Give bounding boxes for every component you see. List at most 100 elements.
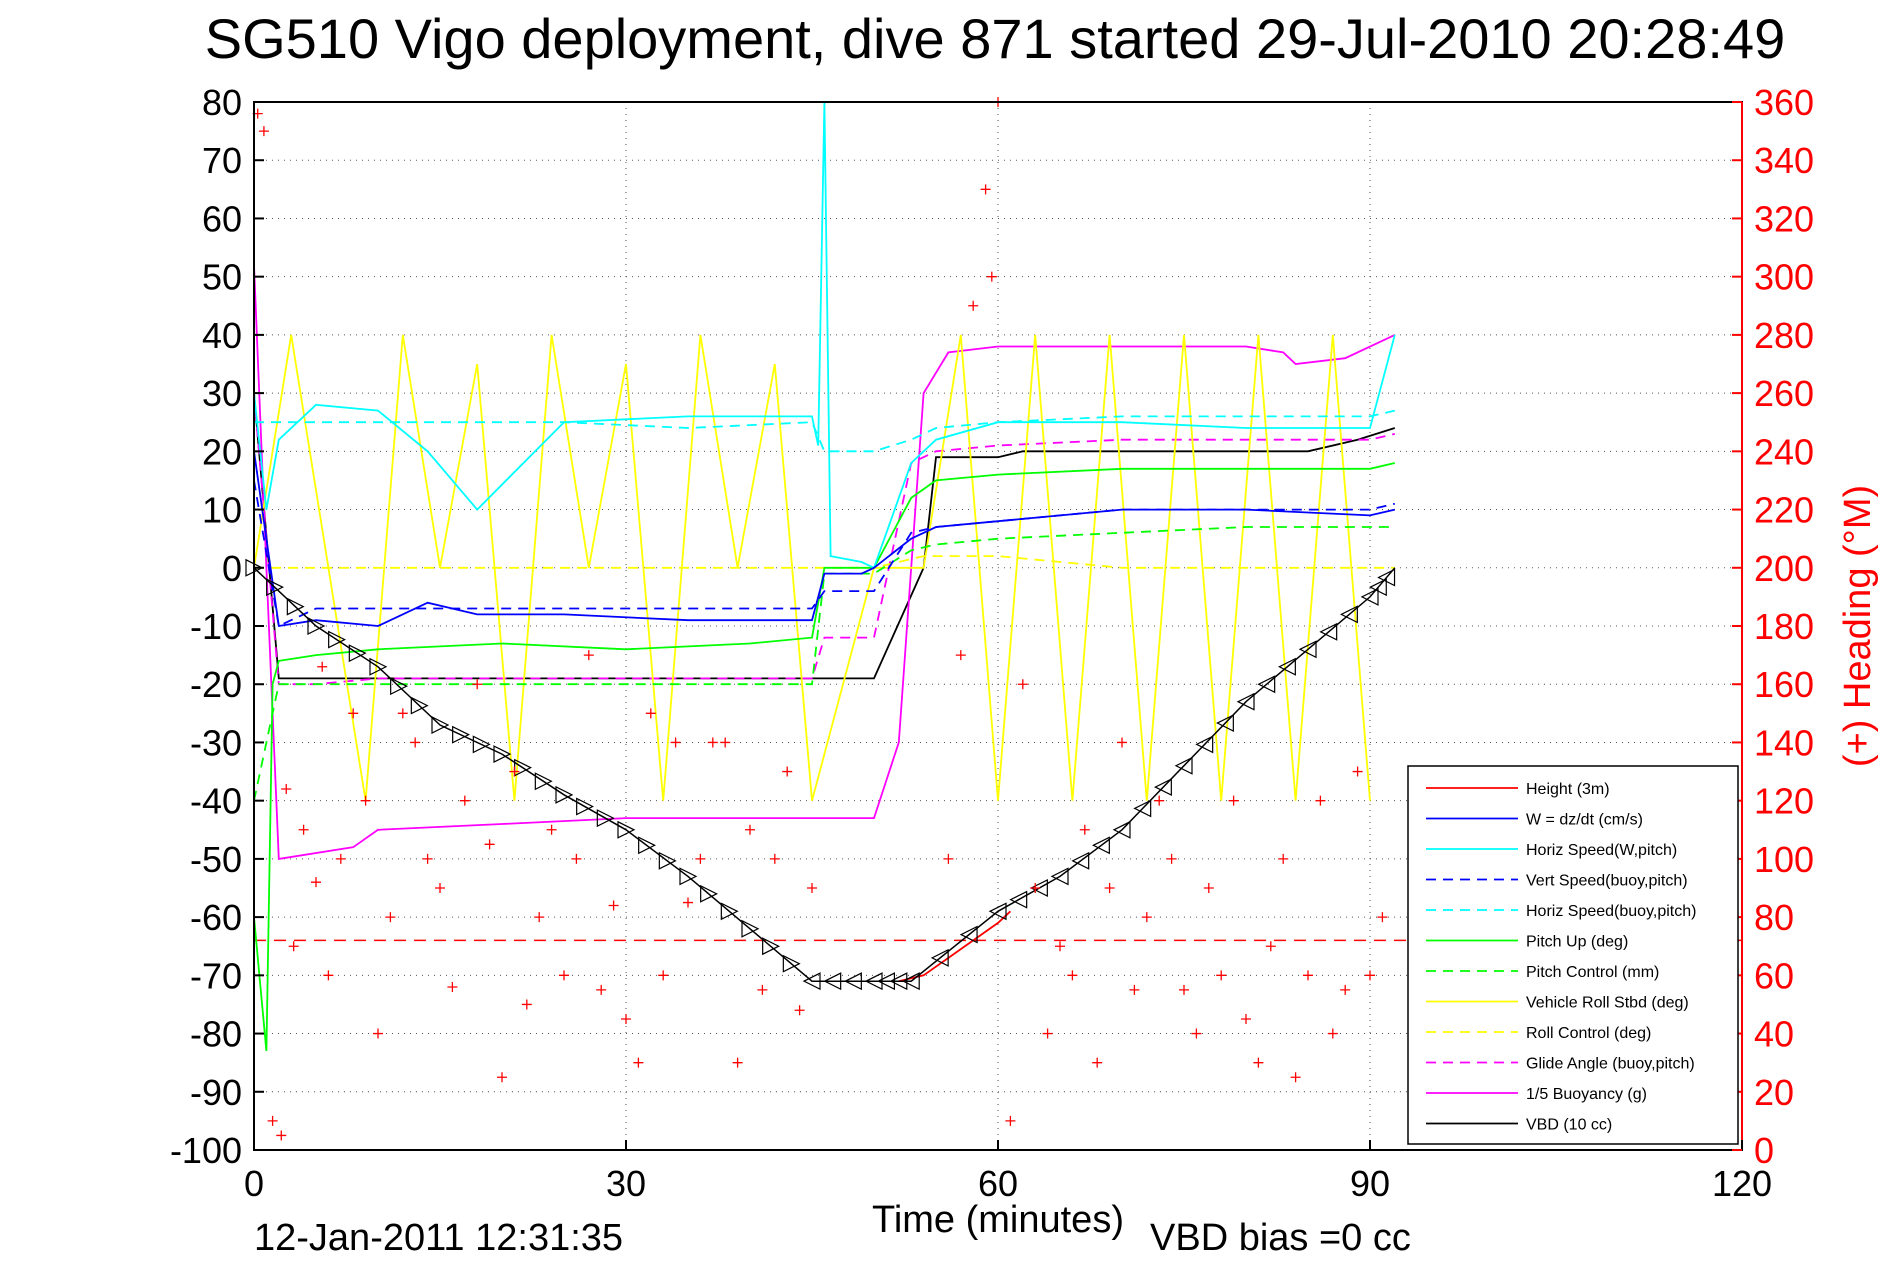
- chart-title: SG510 Vigo deployment, dive 871 started …: [205, 7, 1786, 70]
- y-tick-label: -90: [190, 1072, 242, 1113]
- heading-point: [1241, 1014, 1251, 1024]
- heading-point: [1327, 1028, 1338, 1039]
- depth-marker: [889, 972, 908, 991]
- y-tick-label: 80: [202, 82, 242, 123]
- heading-point: [497, 1072, 507, 1083]
- heading-point: [583, 650, 594, 661]
- heading-point: [472, 679, 483, 690]
- heading-point: [1067, 970, 1078, 981]
- heading-point: [1216, 970, 1227, 981]
- y-tick-label: 50: [202, 257, 242, 298]
- y-tick-label: -100: [170, 1130, 242, 1171]
- y2-tick-label: 280: [1754, 315, 1814, 356]
- heading-point: [986, 271, 997, 282]
- y2-tick-label: 20: [1754, 1072, 1794, 1113]
- series-line: [254, 555, 1395, 569]
- depth-marker: [762, 937, 781, 956]
- x-tick-label: 30: [606, 1163, 646, 1204]
- heading-point: [1265, 941, 1276, 952]
- heading-point: [1191, 1028, 1202, 1039]
- depth-marker: [472, 735, 491, 754]
- series-line: [253, 264, 1396, 860]
- y-tick-label: 70: [202, 140, 242, 181]
- heading-point: [317, 661, 328, 672]
- series-line: [253, 393, 1396, 680]
- depth-marker: [493, 745, 512, 764]
- heading-point: [534, 912, 545, 923]
- series-line: [254, 409, 1396, 453]
- depth-marker: [782, 954, 801, 973]
- heading-point: [1340, 984, 1351, 995]
- heading-point: [447, 981, 458, 992]
- heading-point: [397, 708, 408, 719]
- legend-label: VBD (10 cc): [1526, 1117, 1612, 1134]
- y-tick-label: 20: [202, 431, 242, 472]
- heading-point: [707, 737, 718, 748]
- heading-point: [757, 984, 768, 995]
- heading-point: [1166, 853, 1177, 864]
- depth-marker: [369, 657, 388, 676]
- legend-label: Vehicle Roll Stbd (deg): [1526, 995, 1689, 1012]
- legend-label: Glide Angle (buoy,pitch): [1526, 1056, 1695, 1073]
- footer-timestamp: 12-Jan-2011 12:31:35: [254, 1217, 623, 1259]
- heading-point: [769, 853, 780, 864]
- depth-marker: [307, 617, 326, 635]
- depth-marker: [658, 851, 677, 870]
- heading-point: [955, 650, 966, 661]
- y-tick-label: -10: [190, 606, 242, 647]
- heading-point: [1030, 883, 1041, 893]
- y-tick-label: 10: [202, 490, 242, 531]
- heading-point: [794, 1005, 805, 1016]
- heading-point: [1005, 1115, 1016, 1126]
- heading-point: [509, 766, 520, 777]
- depth-marker: [431, 716, 450, 734]
- heading-point: [298, 824, 309, 835]
- depth-marker: [410, 696, 429, 715]
- heading-point: [1290, 1072, 1301, 1083]
- grid-lines: [254, 102, 1742, 1150]
- heading-point: [546, 824, 557, 835]
- legend-label: Horiz Speed(W,pitch): [1526, 842, 1677, 859]
- legend-label: Horiz Speed(buoy,pitch): [1526, 903, 1696, 920]
- y2-tick-label: 300: [1754, 257, 1814, 298]
- heading-point: [645, 708, 656, 719]
- legend-label: W = dz/dt (cm/s): [1526, 812, 1643, 829]
- heading-point: [720, 737, 731, 748]
- y2-tick-label: 160: [1754, 664, 1814, 705]
- y2-tick-label: 40: [1754, 1014, 1794, 1055]
- heading-point: [1154, 795, 1165, 806]
- depth-marker: [1236, 692, 1255, 711]
- heading-point: [980, 184, 991, 195]
- y2-tick-label: 140: [1754, 722, 1814, 763]
- y-tick-label: 0: [222, 548, 242, 589]
- legend: Height (3m) W = dz/dt (cm/s) Horiz Speed(W…: [1407, 765, 1739, 1145]
- heading-point: [267, 1115, 278, 1126]
- y2-tick-label: 180: [1754, 606, 1814, 647]
- heading-point: [1055, 941, 1065, 952]
- heading-point: [1129, 984, 1140, 995]
- heading-point: [311, 877, 321, 888]
- legend-label: Roll Control (deg): [1526, 1025, 1651, 1042]
- x-axis-label: Time (minutes): [872, 1199, 1124, 1241]
- heading-point: [807, 883, 817, 893]
- depth-marker: [720, 902, 739, 921]
- heading-point: [1278, 853, 1289, 864]
- depth-marker: [1112, 820, 1131, 839]
- heading-point: [1365, 970, 1375, 981]
- depth-track: [253, 567, 1396, 982]
- depth-marker: [1050, 867, 1069, 886]
- heading-point: [608, 900, 619, 911]
- heading-point: [1079, 824, 1090, 835]
- heading-point: [943, 853, 954, 864]
- heading-point: [1042, 1028, 1053, 1039]
- depth-marker: [679, 867, 698, 886]
- depth-marker: [1071, 851, 1090, 870]
- depth-marker: [901, 972, 920, 991]
- heading-point: [348, 708, 359, 719]
- depth-marker: [328, 630, 347, 649]
- heading-point: [258, 126, 269, 137]
- y2-tick-label: 260: [1754, 373, 1814, 414]
- heading-point: [410, 737, 421, 748]
- legend-label: Pitch Control (mm): [1526, 964, 1659, 981]
